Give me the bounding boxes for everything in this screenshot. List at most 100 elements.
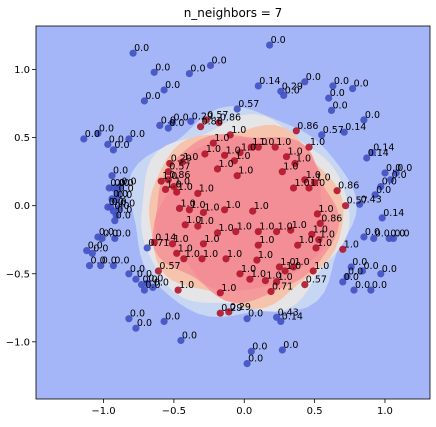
data-point-6 bbox=[140, 97, 148, 105]
point-label-117: 1.0 bbox=[310, 178, 325, 189]
point-label-115: 1.0 bbox=[316, 173, 331, 184]
data-point-68 bbox=[389, 234, 397, 242]
point-label-50: 0.0 bbox=[99, 227, 114, 238]
point-label-132: 1.0 bbox=[259, 222, 274, 233]
point-label-157: 1.0 bbox=[278, 272, 293, 283]
data-point-77 bbox=[132, 324, 140, 332]
data-point-23 bbox=[104, 140, 112, 148]
data-point-14 bbox=[327, 106, 336, 114]
point-label-61: 0.0 bbox=[143, 275, 158, 286]
point-label-37: 0.0 bbox=[120, 198, 135, 209]
data-point-107 bbox=[157, 177, 165, 185]
data-point-142 bbox=[312, 244, 320, 252]
point-label-153: 0.57 bbox=[159, 261, 180, 272]
point-label-138: 1.0 bbox=[174, 234, 189, 245]
data-point-148 bbox=[253, 256, 261, 264]
point-label-144: 1.0 bbox=[178, 243, 193, 254]
point-label-109: 1.0 bbox=[167, 179, 182, 190]
point-label-163: 0.29 bbox=[230, 302, 251, 313]
data-point-102 bbox=[291, 159, 299, 168]
data-point-71 bbox=[377, 270, 385, 278]
data-point-92 bbox=[247, 143, 255, 151]
point-label-30: 0.0 bbox=[119, 178, 134, 189]
data-point-41 bbox=[111, 217, 119, 225]
point-label-70: 0.0 bbox=[364, 261, 379, 272]
data-point-20 bbox=[94, 129, 102, 138]
point-label-102: 1.0 bbox=[296, 154, 311, 165]
data-point-117 bbox=[305, 184, 313, 192]
data-point-62 bbox=[143, 279, 151, 287]
point-label-42: 0.0 bbox=[386, 163, 401, 174]
x-tick-label-2: 0.0 bbox=[236, 406, 252, 417]
point-label-51: 0.0 bbox=[103, 228, 118, 239]
data-point-144 bbox=[173, 249, 181, 257]
point-label-28: 0.14 bbox=[368, 148, 389, 159]
point-label-45: 0.0 bbox=[382, 177, 397, 188]
point-label-75: 0.0 bbox=[372, 280, 387, 291]
y-tick-label-0: −1.0 bbox=[6, 337, 30, 348]
point-label-14: 0.0 bbox=[333, 100, 348, 111]
point-label-27: 0.14 bbox=[373, 143, 394, 154]
point-label-41: 0.0 bbox=[116, 211, 131, 222]
data-point-26 bbox=[318, 131, 326, 139]
point-label-155: 1.0 bbox=[251, 269, 266, 280]
point-label-127: 0.86 bbox=[321, 213, 342, 224]
data-point-97 bbox=[221, 151, 229, 159]
point-label-107: 1.0 bbox=[162, 171, 177, 182]
data-point-52 bbox=[111, 234, 119, 242]
data-point-22 bbox=[125, 135, 133, 143]
point-label-81: 0.43 bbox=[278, 307, 299, 318]
data-point-145 bbox=[180, 255, 188, 263]
point-label-48: 0.14 bbox=[383, 208, 404, 219]
x-tick-label-0: −1.0 bbox=[91, 406, 115, 417]
point-label-159: 1.0 bbox=[179, 280, 194, 291]
point-label-40: 0.0 bbox=[117, 205, 132, 216]
point-label-161: 0.71 bbox=[272, 282, 293, 293]
point-label-60: 0.0 bbox=[137, 269, 152, 280]
data-point-89 bbox=[197, 123, 205, 131]
x-tick-label-3: 0.5 bbox=[307, 406, 323, 417]
point-label-63: 0.0 bbox=[154, 277, 169, 288]
point-label-6: 0.0 bbox=[145, 91, 160, 102]
point-label-0: 0.0 bbox=[134, 43, 149, 54]
point-label-84: 0.0 bbox=[283, 340, 298, 351]
data-point-151 bbox=[289, 263, 298, 271]
point-label-74: 0.0 bbox=[355, 280, 370, 291]
data-point-99 bbox=[292, 127, 300, 135]
data-point-60 bbox=[132, 275, 140, 283]
point-label-134: 1.0 bbox=[292, 220, 307, 231]
data-point-80 bbox=[243, 315, 251, 323]
point-label-79: 0.0 bbox=[165, 311, 180, 322]
data-point-74 bbox=[350, 286, 358, 294]
data-point-146 bbox=[198, 255, 206, 263]
data-point-63 bbox=[149, 283, 157, 291]
data-point-132 bbox=[254, 228, 262, 236]
point-label-142: 1.0 bbox=[317, 238, 332, 249]
data-point-54 bbox=[88, 249, 96, 257]
point-label-53: 0.0 bbox=[88, 241, 103, 252]
data-point-69 bbox=[347, 263, 355, 271]
point-label-78: 0.0 bbox=[182, 331, 197, 342]
data-point-101 bbox=[282, 153, 291, 161]
point-label-76: 0.0 bbox=[130, 309, 145, 320]
point-label-122: 1.0 bbox=[204, 203, 219, 214]
point-label-114: 1.0 bbox=[306, 170, 321, 181]
point-label-44: 0.0 bbox=[392, 170, 407, 181]
point-label-135: 1.0 bbox=[313, 224, 328, 235]
point-label-23: 0.0 bbox=[109, 134, 124, 145]
point-label-116: 1.0 bbox=[295, 178, 310, 189]
point-label-143: 1.0 bbox=[344, 239, 359, 250]
data-point-82 bbox=[277, 317, 285, 325]
data-point-11 bbox=[329, 82, 337, 90]
data-point-48 bbox=[378, 214, 386, 222]
data-point-56 bbox=[97, 262, 105, 270]
point-label-123: 1.0 bbox=[226, 200, 241, 211]
point-label-38: 0.0 bbox=[114, 201, 129, 212]
data-point-112 bbox=[233, 172, 241, 180]
point-label-133: 1.0 bbox=[278, 222, 293, 233]
data-point-150 bbox=[281, 267, 289, 275]
data-point-138 bbox=[168, 240, 177, 248]
point-label-43: 0.0 bbox=[397, 163, 412, 174]
point-label-129: 1.0 bbox=[199, 216, 214, 227]
data-point-25 bbox=[340, 128, 348, 136]
